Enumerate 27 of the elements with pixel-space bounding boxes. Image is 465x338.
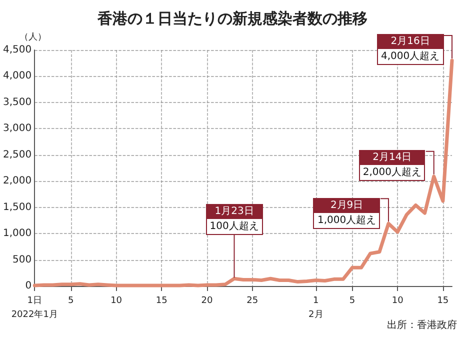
x-tick-label: 10 [110,296,122,306]
annotation: 2月9日 1,000人超え [314,198,380,228]
y-tick-label: 2,500 [2,149,32,160]
x-tick-label: 1日 2022年1月 [11,296,58,320]
y-tick-label: 4,500 [2,44,32,56]
y-axis-title: （人） [20,32,47,42]
x-tick-label: 20 [201,296,214,306]
text: 出所：香港政府 [387,318,457,332]
y-tick-label: 500 [12,254,32,266]
y-tick-label: 2,000 [2,176,32,187]
y-tick-label: 1,000 [2,228,32,240]
x-tick-label: 1 2月 [308,296,324,320]
y-tick-label: 3,500 [2,96,32,108]
chart-title: 香港の１日当たりの新規感染者数の推移 [96,10,368,28]
y-tick-label: 1,500 [2,202,32,213]
x-tick-label: 5 [349,296,356,306]
x-tick-label: 15 [156,296,168,306]
y-tick-label: 0 [25,280,32,292]
y-tick-label: 4,000 [2,70,32,82]
x-tick-label: 25 [246,296,258,306]
annotation: 2月16日 4,000人超え [378,35,443,64]
x-tick-label: 15 [437,296,449,306]
y-tick-label: 3,000 [2,123,32,134]
annotation: 2月14日 2,000人超え [360,151,424,180]
annotation: 1月23日 100人超え [206,204,262,234]
x-tick-label: 5 [68,296,74,306]
x-tick-label: 10 [392,296,404,306]
